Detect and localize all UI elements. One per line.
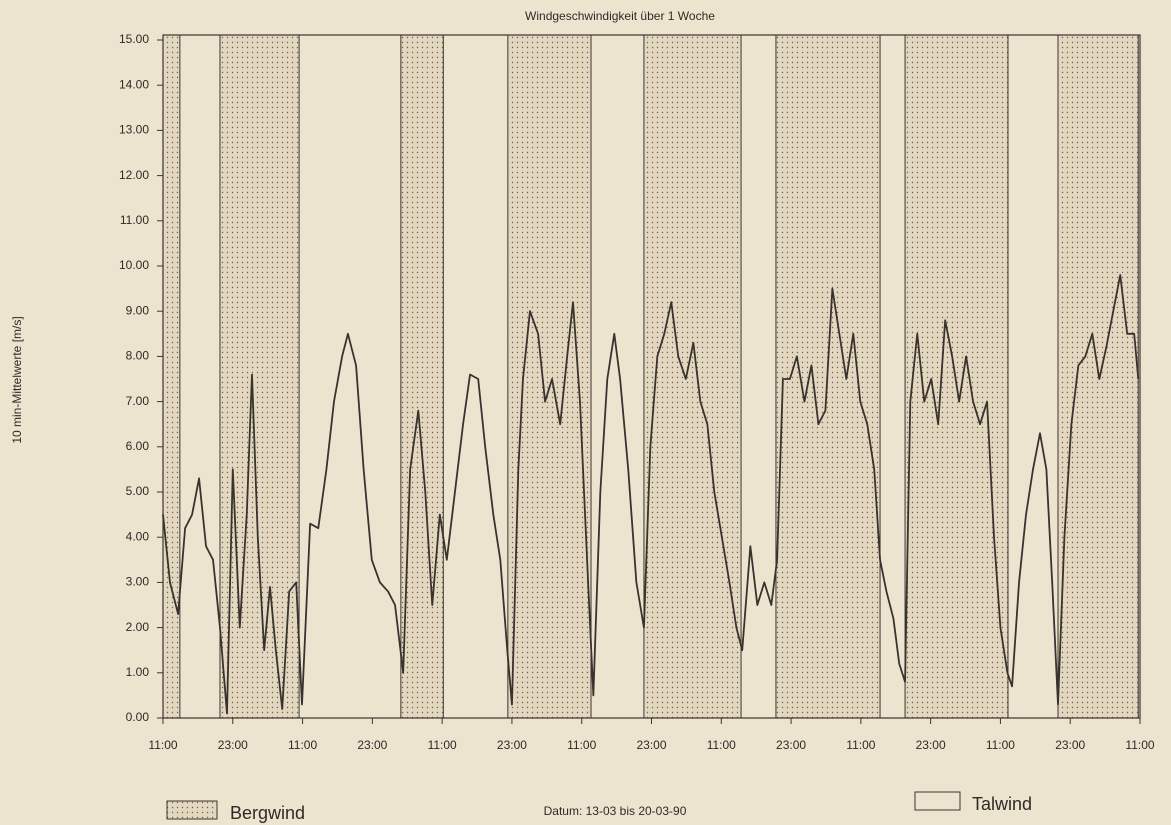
x-tick-label: 23:00 — [497, 738, 527, 752]
y-tick-label: 9.00 — [126, 303, 150, 317]
y-tick-label: 4.00 — [126, 529, 150, 543]
plot: 0.00 1.00 2.00 3.00 4.00 5.00 6.00 7.00 8.00 9.00… — [119, 32, 1155, 752]
y-tick-label: 1.00 — [126, 665, 150, 679]
x-tick-label: 11:00 — [846, 738, 875, 752]
x-tick-label: 11:00 — [707, 738, 736, 752]
chart-title: Windgeschwindigkeit über 1 Woche — [525, 9, 715, 23]
y-tick-label: 13.00 — [119, 123, 149, 137]
y-axis-label: 10 min-Mittelwerte [m/s] — [10, 316, 24, 443]
legend-swatch — [166, 800, 218, 820]
y-tick-label: 3.00 — [126, 575, 150, 589]
legend: Bergwind Talwind — [166, 791, 1032, 823]
x-tick-label: 23:00 — [1055, 738, 1085, 752]
x-tick-label: 23:00 — [916, 738, 946, 752]
x-tick-label: 23:00 — [218, 738, 248, 752]
legend-label: Talwind — [972, 794, 1032, 814]
region — [643, 34, 742, 719]
y-tick-label: 7.00 — [126, 394, 150, 408]
x-tick-label: 11:00 — [148, 738, 177, 752]
region — [904, 34, 1009, 719]
x-tick-label: 11:00 — [428, 738, 457, 752]
y-tick-label: 5.00 — [126, 484, 150, 498]
x-tick-label: 23:00 — [776, 738, 806, 752]
y-tick-label: 12.00 — [119, 168, 149, 182]
wind-line — [162, 274, 1140, 715]
x-tick-label: 11:00 — [986, 738, 1015, 752]
legend-label: Bergwind — [230, 803, 305, 823]
x-tick-label: 23:00 — [636, 738, 666, 752]
x-tick-label: 23:00 — [357, 738, 387, 752]
y-tick-label: 14.00 — [119, 77, 149, 91]
y-tick-label: 6.00 — [126, 439, 150, 453]
plot-frame — [162, 34, 1141, 719]
x-tick-label: 11:00 — [567, 738, 596, 752]
legend-swatch — [914, 791, 961, 811]
y-tick-label: 11.00 — [120, 213, 149, 227]
footer: Datum: 13-03 bis 20-03-90 — [544, 804, 687, 818]
x-tick-label: 11:00 — [288, 738, 317, 752]
y-tick-label: 15.00 — [119, 32, 149, 46]
region — [507, 34, 592, 719]
x-tick-label: 11:00 — [1125, 738, 1154, 752]
region — [400, 34, 444, 719]
y-tick-label: 0.00 — [126, 710, 150, 724]
region — [162, 34, 181, 719]
y-tick-label: 2.00 — [126, 620, 150, 634]
y-tick-label: 8.00 — [126, 349, 150, 363]
y-tick-label: 10.00 — [119, 258, 149, 272]
